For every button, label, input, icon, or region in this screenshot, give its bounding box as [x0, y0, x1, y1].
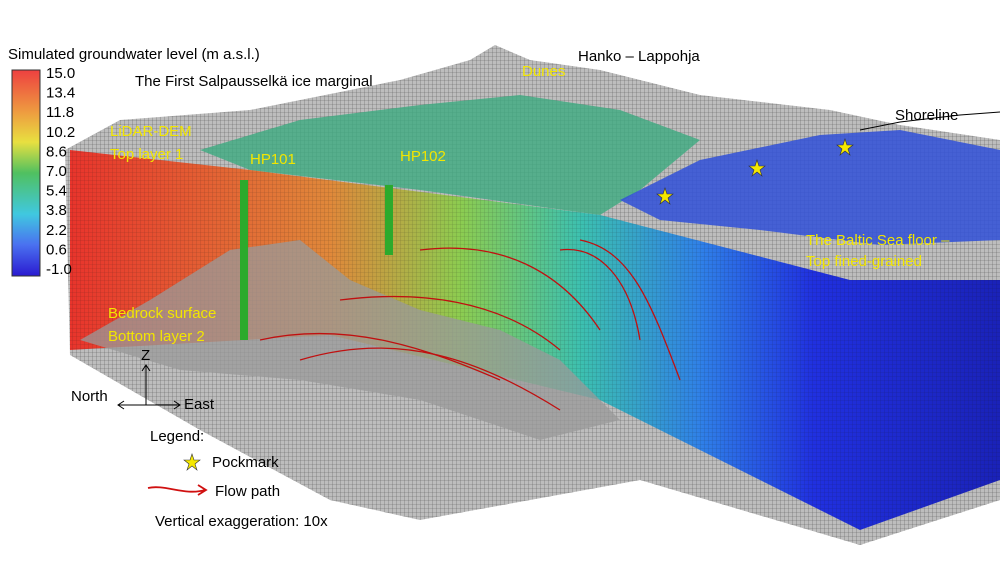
colorbar-tick-label: 13.4	[46, 85, 75, 102]
annotation: Shoreline	[895, 107, 958, 124]
colorbar	[11, 69, 41, 277]
shoreline-line	[859, 111, 1000, 131]
colorbar-tick-label: 2.2	[46, 222, 67, 239]
note: Vertical exaggeration: 10x	[155, 513, 328, 530]
colorbar-tick-label: 10.2	[46, 124, 75, 141]
model	[65, 45, 1000, 545]
colorbar-title: Simulated groundwater level (m a.s.l.)	[8, 46, 260, 63]
annotation: Top fined-grained	[806, 253, 922, 270]
annotation: Top layer 1	[110, 146, 183, 163]
borehole-hp101	[240, 180, 248, 340]
colorbar-tick-label: 15.0	[46, 65, 75, 82]
axes-glyph	[117, 364, 181, 410]
annotation: Bedrock surface	[108, 305, 216, 322]
legend-flow	[147, 484, 208, 496]
legend-item: Pockmark	[212, 454, 279, 471]
colorbar-tick-label: 5.4	[46, 183, 67, 200]
colorbar-tick-label: 8.6	[46, 143, 67, 160]
legend-item: Flow path	[215, 483, 280, 500]
colorbar-tick-label: 0.6	[46, 241, 67, 258]
borehole-hp102	[385, 185, 393, 255]
annotation: Hanko – Lappohja	[578, 48, 700, 65]
annotation: The Baltic Sea floor –	[806, 232, 950, 249]
colorbar-tick-label: 3.8	[46, 202, 67, 219]
axis-label: North	[71, 388, 108, 405]
annotation: Bottom layer 2	[108, 328, 205, 345]
axis-label: Z	[141, 347, 150, 364]
colorbar-tick-label: 11.8	[46, 104, 74, 121]
pockmarks	[656, 138, 854, 205]
annotation: The First Salpausselkä ice marginal	[135, 73, 373, 90]
annotation: HP101	[250, 151, 296, 168]
colorbar-tick-label: -1.0	[46, 261, 72, 278]
annotation: LiDAR-DEM	[110, 123, 192, 140]
legend-star	[183, 453, 201, 471]
annotation: Dunes	[522, 63, 565, 80]
top-surface	[200, 95, 700, 215]
axis-label: East	[184, 396, 215, 413]
annotation: HP102	[400, 148, 446, 165]
flow-paths	[259, 239, 681, 411]
colorbar-tick-label: 7.0	[46, 163, 67, 180]
sea-floor-surface	[620, 130, 1000, 245]
bedrock-surface	[80, 240, 620, 440]
legend-title: Legend:	[150, 428, 204, 445]
